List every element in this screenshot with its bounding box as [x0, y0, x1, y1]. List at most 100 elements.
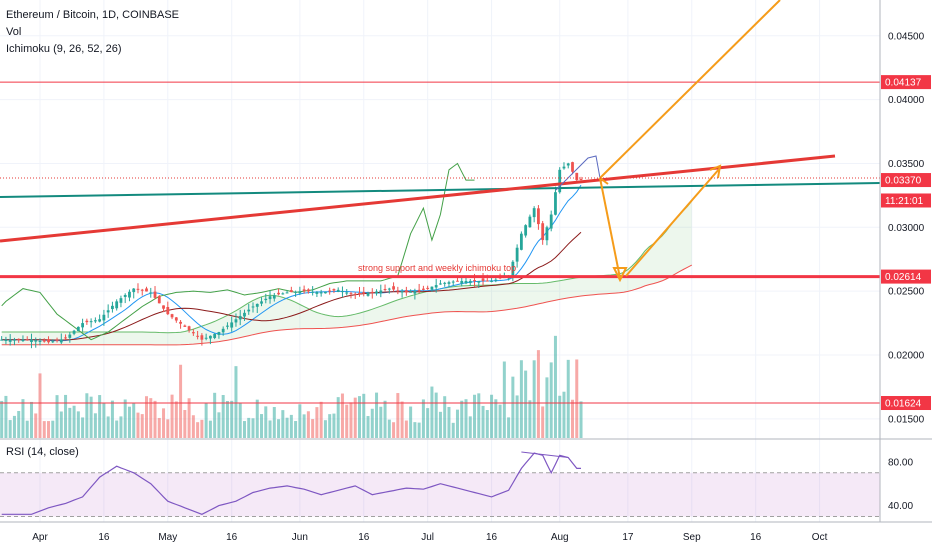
candle-body-65[interactable] [277, 292, 280, 295]
candle-body-52[interactable] [221, 328, 225, 333]
candle-body-135[interactable] [575, 172, 579, 181]
candle-body-129[interactable] [549, 214, 553, 229]
candle-body-16[interactable] [68, 334, 72, 338]
candle-body-26[interactable] [111, 305, 114, 310]
candle-body-89[interactable] [379, 290, 383, 294]
candle-body-39[interactable] [166, 307, 170, 315]
rsi-pane[interactable] [0, 438, 932, 518]
candle-body-13[interactable] [55, 339, 59, 341]
candle-body-64[interactable] [272, 295, 276, 299]
candle-body-14[interactable] [59, 339, 63, 343]
candle-body-130[interactable] [554, 192, 557, 215]
candle-body-5[interactable] [21, 339, 25, 342]
candle-body-107[interactable] [456, 280, 459, 282]
candle-body-4[interactable] [17, 338, 21, 340]
candle-body-40[interactable] [170, 314, 174, 318]
teal-trendline[interactable] [0, 182, 881, 198]
candle-body-78[interactable] [332, 289, 336, 291]
candle-body-29[interactable] [123, 294, 127, 297]
candle-body-132[interactable] [562, 166, 566, 169]
candle-body-1[interactable] [4, 339, 8, 341]
price-axis[interactable]: 0.04500 0.04000 0.03500 0.03000 0.02500 0.020… [879, 0, 931, 522]
candle-body-34[interactable] [145, 288, 148, 292]
candle-body-47[interactable] [200, 335, 204, 340]
candle-body-44[interactable] [187, 326, 191, 331]
candle-body-133[interactable] [566, 163, 570, 166]
candle-body-88[interactable] [375, 291, 378, 294]
candle-body-116[interactable] [494, 279, 498, 281]
candle-body-27[interactable] [115, 301, 119, 309]
candle-body-59[interactable] [251, 306, 255, 308]
candle-body-10[interactable] [42, 340, 46, 342]
orange-arrow-down[interactable] [599, 177, 621, 279]
candle-body-48[interactable] [204, 337, 208, 339]
candle-body-18[interactable] [76, 326, 80, 331]
candle-body-67[interactable] [285, 292, 289, 294]
candle-body-42[interactable] [179, 321, 182, 324]
rsi-divergence-line[interactable] [521, 451, 569, 458]
candle-body-50[interactable] [213, 333, 217, 338]
candle-body-128[interactable] [545, 227, 549, 241]
orange-arrow-up-secondary[interactable] [625, 167, 721, 277]
rsi-legend[interactable]: RSI (14, close) [6, 446, 79, 458]
candle-body-7[interactable] [30, 339, 33, 342]
candle-body-111[interactable] [473, 280, 476, 282]
candle-body-109[interactable] [464, 280, 468, 284]
candle-body-43[interactable] [183, 325, 187, 327]
price-tag-bg-0[interactable] [881, 75, 931, 90]
time-axis[interactable]: Apr 16 May 16 Jun 16 Jul 16 Aug 17 Sep 16 Oct [0, 521, 932, 543]
candle-body-106[interactable] [451, 281, 455, 283]
price-tag-bg-3[interactable] [881, 269, 931, 284]
candle-body-15[interactable] [64, 337, 67, 339]
candle-body-110[interactable] [468, 280, 472, 284]
candle-body-82[interactable] [349, 293, 353, 295]
candle-body-95[interactable] [404, 290, 408, 293]
candle-body-17[interactable] [72, 330, 76, 334]
candle-body-127[interactable] [541, 223, 545, 241]
rising-wedge-outline[interactable] [555, 155, 601, 191]
candle-body-105[interactable] [447, 282, 451, 284]
candle-body-92[interactable] [392, 286, 395, 290]
candle-body-108[interactable] [460, 280, 464, 284]
candle-body-37[interactable] [157, 296, 161, 304]
price-tag-bg-1[interactable] [881, 173, 931, 188]
red-trendline[interactable] [0, 154, 836, 243]
candle-body-113[interactable] [481, 278, 485, 281]
candle-body-61[interactable] [260, 301, 263, 304]
candle-body-23[interactable] [98, 319, 102, 322]
volume-legend[interactable]: Vol [6, 26, 22, 38]
candle-body-80[interactable] [341, 291, 344, 293]
candle-body-45[interactable] [191, 332, 195, 334]
candle-body-125[interactable] [532, 208, 536, 218]
candle-body-99[interactable] [422, 288, 425, 290]
candle-body-120[interactable] [511, 261, 515, 279]
drawings-layer[interactable] [0, 0, 881, 283]
candle-body-79[interactable] [336, 289, 340, 292]
candle-body-36[interactable] [153, 291, 157, 298]
candle-body-41[interactable] [174, 317, 178, 321]
candle-body-32[interactable] [136, 288, 140, 290]
candle-body-55[interactable] [234, 319, 238, 323]
candle-body-25[interactable] [106, 310, 110, 313]
candle-body-9[interactable] [38, 340, 42, 342]
candle-body-103[interactable] [439, 283, 442, 285]
candle-body-126[interactable] [537, 208, 540, 225]
candle-body-62[interactable] [264, 298, 268, 301]
ichimoku-legend[interactable]: Ichimoku (9, 26, 52, 26) [6, 43, 122, 55]
candle-body-131[interactable] [558, 169, 562, 193]
candle-body-30[interactable] [128, 291, 131, 298]
candle-body-70[interactable] [298, 291, 302, 294]
candle-body-56[interactable] [238, 316, 242, 320]
candle-body-124[interactable] [528, 216, 532, 228]
candle-body-57[interactable] [243, 312, 246, 317]
candle-body-98[interactable] [417, 289, 421, 291]
price-tag-bg-4[interactable] [881, 396, 931, 411]
candle-body-51[interactable] [217, 332, 221, 335]
candle-body-100[interactable] [426, 287, 430, 289]
candle-body-74[interactable] [315, 292, 319, 294]
price-tag-bg-2[interactable] [881, 193, 931, 208]
candle-body-123[interactable] [524, 225, 528, 236]
candle-body-68[interactable] [289, 290, 293, 293]
